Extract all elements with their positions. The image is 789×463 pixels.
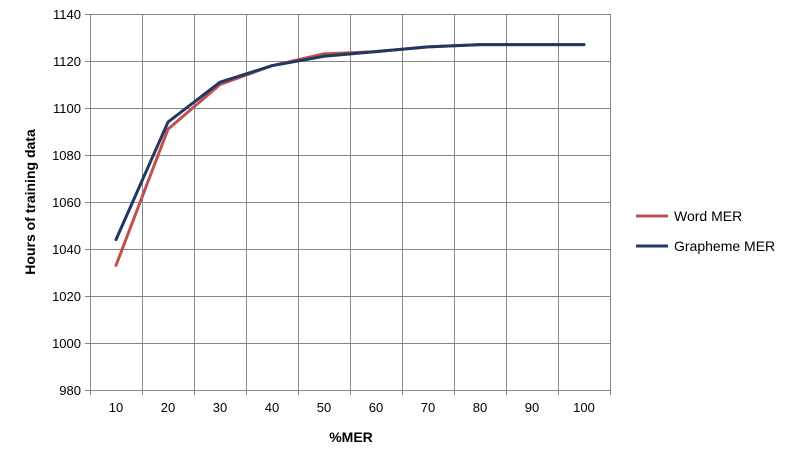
y-axis-tick-labels: 980 1000 1020 1040 1060 1080 1100 1120 1140 xyxy=(52,7,81,398)
legend-label-word-mer: Word MER xyxy=(674,208,742,224)
x-axis-title: %MER xyxy=(329,429,373,445)
y-tick-label: 1060 xyxy=(52,195,81,210)
x-tick-label: 100 xyxy=(573,400,595,415)
legend-label-grapheme-mer: Grapheme MER xyxy=(674,238,775,254)
legend: Word MER Grapheme MER xyxy=(636,208,775,254)
x-tick-label: 30 xyxy=(213,400,227,415)
legend-item-grapheme-mer: Grapheme MER xyxy=(636,238,775,254)
x-tick-label: 70 xyxy=(421,400,435,415)
x-tick-label: 50 xyxy=(317,400,331,415)
y-tick-label: 980 xyxy=(59,383,81,398)
series-lines xyxy=(114,43,586,267)
x-axis-tick-labels: 10 20 30 40 50 60 70 80 90 100 xyxy=(109,400,595,415)
axes xyxy=(85,14,611,395)
x-tick-label: 90 xyxy=(525,400,539,415)
x-tick-label: 60 xyxy=(369,400,383,415)
x-tick-label: 10 xyxy=(109,400,123,415)
y-tick-label: 1100 xyxy=(53,101,81,116)
y-tick-label: 1000 xyxy=(52,336,81,351)
vertical-gridlines xyxy=(90,14,611,390)
y-tick-label: 1040 xyxy=(52,242,81,257)
x-tick-label: 80 xyxy=(473,400,487,415)
series-line-grapheme-mer xyxy=(114,43,586,242)
x-tick-label: 20 xyxy=(161,400,175,415)
y-axis-title: Hours of training data xyxy=(22,129,38,275)
y-tick-label: 1140 xyxy=(53,7,81,22)
x-tick-label: 40 xyxy=(265,400,279,415)
y-tick-label: 1120 xyxy=(53,54,81,69)
y-tick-label: 1080 xyxy=(52,148,81,163)
y-tick-label: 1020 xyxy=(52,289,81,304)
legend-item-word-mer: Word MER xyxy=(636,208,742,224)
